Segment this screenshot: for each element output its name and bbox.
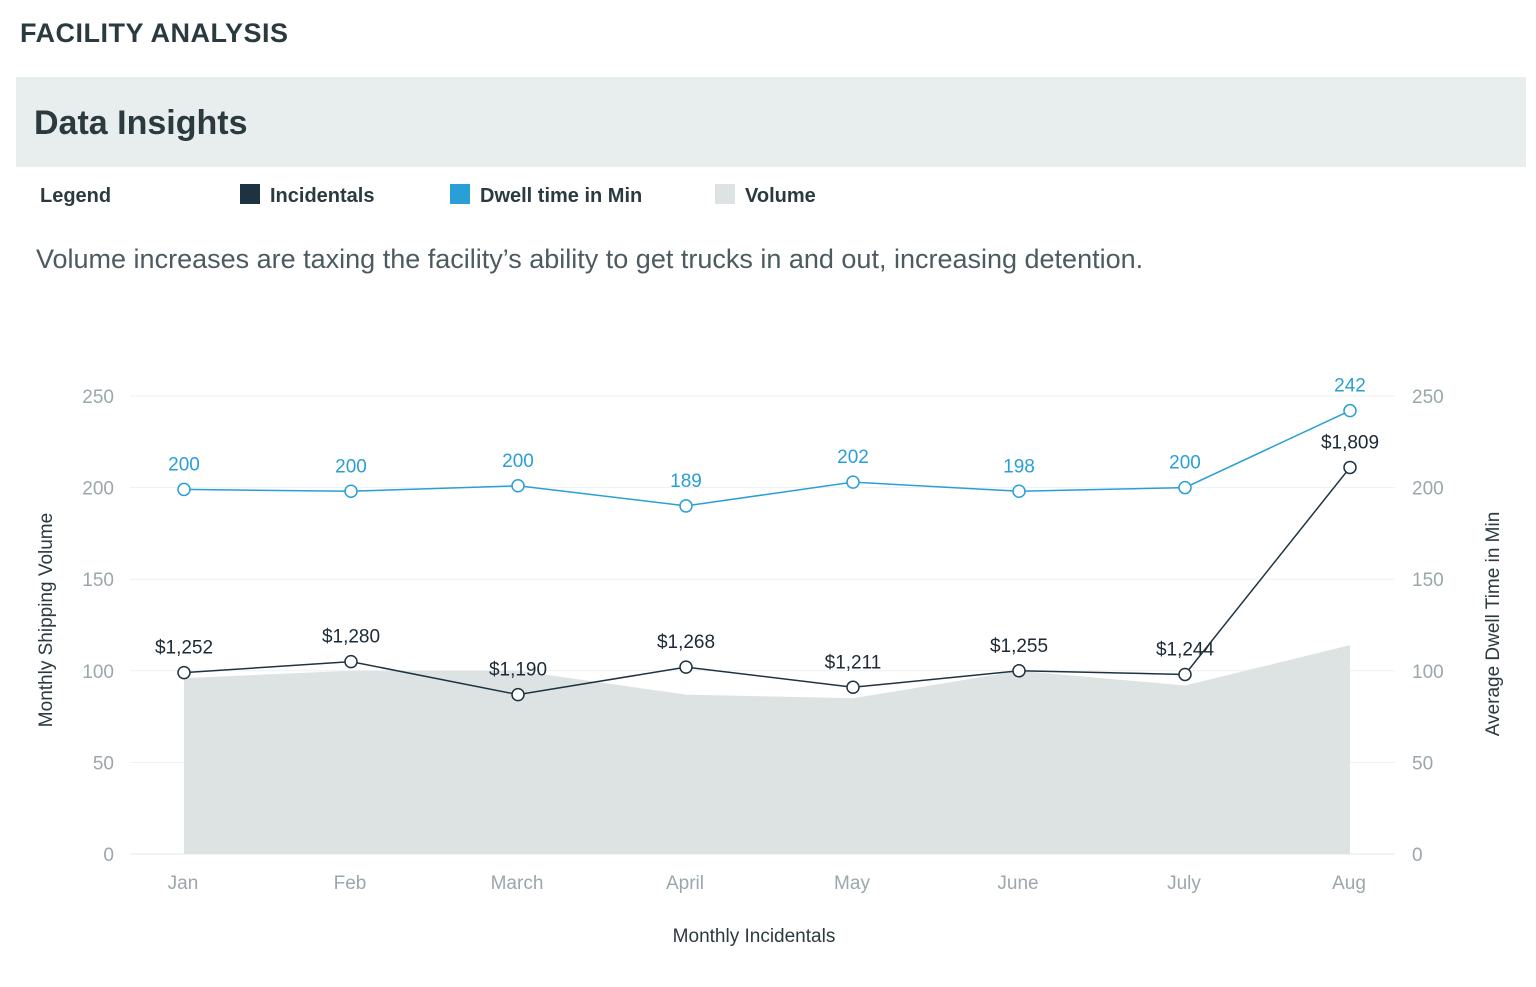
dwell-time-point: [679, 499, 693, 513]
legend-swatch-incidentals: [240, 184, 260, 204]
incidentals-point: [679, 660, 693, 674]
legend-swatch-volume: [715, 184, 735, 204]
section-title: FACILITY ANALYSIS: [20, 18, 289, 48]
x-tick-label: Feb: [334, 873, 367, 894]
x-tick-label: May: [834, 873, 870, 894]
panel-title: Data Insights: [34, 104, 248, 142]
x-tick-label: July: [1167, 873, 1201, 894]
y-left-tick-label: 0: [103, 845, 114, 866]
y-right-tick-label: 150: [1412, 570, 1444, 591]
incidentals-point: [344, 654, 358, 669]
y-left-tick-label: 50: [93, 753, 114, 774]
series-lines: [183, 409, 1351, 696]
dwell-time-label: 198: [1003, 456, 1035, 477]
dwell-time-point: [1343, 403, 1357, 418]
y-right-tick-label: 100: [1412, 662, 1444, 683]
x-tick-label: Aug: [1332, 873, 1366, 894]
dwell-time-line: [183, 409, 1351, 507]
dwell-time-label: 189: [670, 471, 702, 492]
volume-area-layer: [184, 645, 1350, 854]
incidentals-label: $1,280: [322, 627, 380, 648]
legend: Legend Incidentals Dwell time in Min Vol…: [40, 182, 940, 212]
incidentals-label: $1,268: [657, 632, 715, 653]
insight-text: Volume increases are taxing the facility…: [36, 244, 1144, 274]
dwell-time-label: 200: [335, 456, 367, 477]
incidentals-label: $1,244: [1156, 639, 1215, 660]
legend-swatch-dwell-time: [450, 184, 470, 204]
dwell-time-label: 242: [1334, 376, 1366, 397]
x-tick-label: March: [491, 873, 544, 894]
incidentals-point: [177, 665, 191, 680]
incidentals-point: [1343, 460, 1357, 475]
volume-area: [184, 645, 1350, 854]
y-right-tick-label: 250: [1412, 387, 1444, 408]
dwell-time-label: 200: [1169, 453, 1201, 474]
dwell-time-label: 200: [168, 454, 200, 475]
legend-text-incidentals: Incidentals: [270, 185, 375, 207]
dwell-time-point: [344, 484, 358, 499]
incidentals-line: [183, 466, 1351, 696]
y-right-tick-label: 0: [1412, 845, 1423, 866]
y-right-tick-label: 200: [1412, 479, 1444, 500]
incidentals-label: $1,211: [825, 652, 882, 673]
dwell-time-point: [846, 475, 860, 489]
incidentals-point: [1178, 667, 1192, 682]
dwell-time-label: 200: [502, 451, 534, 472]
y-axis-left: 0 50 100 150 200 250: [82, 387, 114, 866]
dwell-time-point: [511, 479, 525, 493]
x-tick-label: April: [666, 873, 704, 894]
x-axis-title: Monthly Incidentals: [673, 926, 836, 947]
y-left-tick-label: 150: [82, 570, 114, 591]
y-axis-right: 0 50 100 150 200 250: [1412, 387, 1444, 866]
incidentals-point: [1012, 664, 1026, 678]
dwell-time-point: [177, 482, 191, 497]
panel-header: Data Insights: [16, 77, 1526, 167]
incidentals-point: [846, 680, 860, 695]
data-labels: 200 200 200 189 202 198 200 242 $1,252 $1,280 $1,1…: [155, 376, 1379, 681]
series-points: [177, 403, 1357, 702]
x-axis: Jan Feb March April May June July Aug: [168, 873, 1366, 894]
incidentals-point: [511, 687, 525, 702]
incidentals-label: $1,809: [1321, 432, 1379, 453]
y-right-tick-label: 50: [1412, 753, 1433, 774]
incidentals-label: $1,252: [155, 638, 213, 659]
incidentals-label: $1,190: [489, 660, 547, 681]
dwell-time-point: [1178, 480, 1192, 495]
y-axis-left-title: Monthly Shipping Volume: [36, 513, 57, 727]
legend-text-dwell-time: Dwell time in Min: [480, 185, 643, 207]
dwell-time-label: 202: [837, 447, 869, 468]
dwell-time-point: [1012, 484, 1026, 499]
x-tick-label: June: [997, 873, 1038, 894]
y-left-tick-label: 250: [82, 387, 114, 408]
incidentals-label: $1,255: [990, 636, 1048, 657]
legend-text-volume: Volume: [745, 185, 816, 207]
y-left-tick-label: 200: [82, 479, 114, 500]
legend-label: Legend: [40, 185, 112, 207]
x-tick-label: Jan: [168, 873, 199, 894]
y-left-tick-label: 100: [82, 662, 114, 683]
y-axis-right-title: Average Dwell Time in Min: [1483, 512, 1504, 737]
